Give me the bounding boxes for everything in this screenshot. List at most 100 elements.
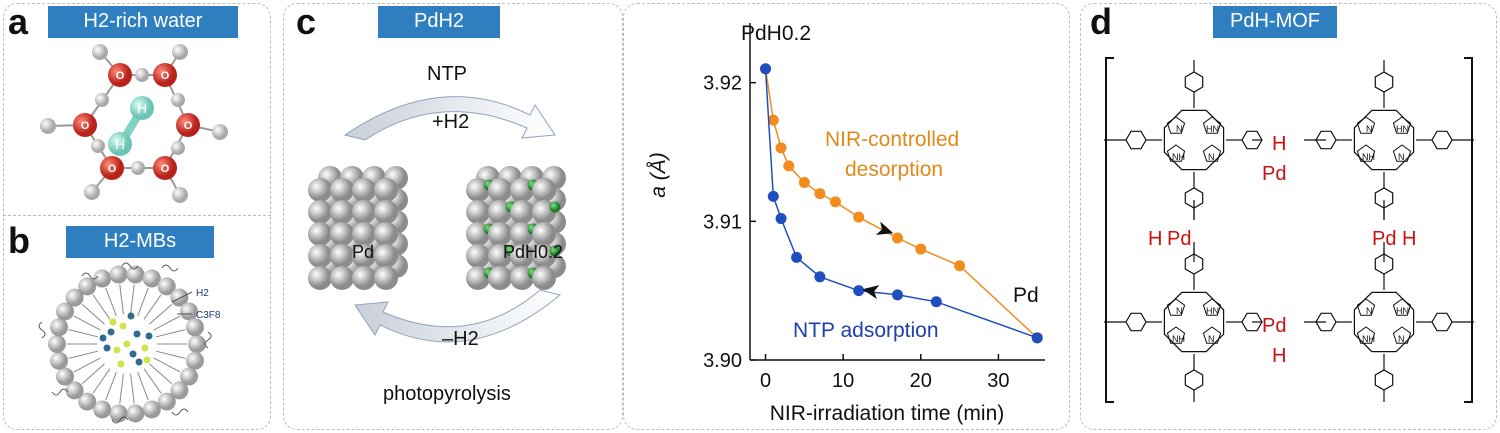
pd-atom-label: Pd [1262, 315, 1286, 337]
data-point-1 [930, 296, 942, 308]
pd-atom [374, 222, 398, 246]
lipid-tail [130, 284, 135, 315]
ntp-label: NTP [427, 63, 467, 85]
panel-c-letter: c [296, 1, 317, 42]
h-atom-label: H [1148, 228, 1162, 250]
lipid-head [142, 269, 161, 288]
h-atom-label: H [1402, 228, 1416, 250]
minus-h2-label: –H2 [442, 328, 479, 350]
pyridine-ring [1374, 253, 1394, 275]
microbubble-illustration: H2 C3F8 [38, 262, 221, 424]
panel-a [3, 3, 271, 215]
lipid-head [78, 392, 97, 411]
lipid-tail [143, 368, 162, 394]
atom-o-label: O [116, 70, 125, 82]
h-atom-label: H [1272, 133, 1286, 155]
panel-b-tab: H2-MBs [66, 226, 214, 258]
pd-cycle-diagram: NTP +H2 –H2 photopyrolysis Pd PdH0.2 [308, 63, 566, 405]
orange-series-label-1: NIR-controlled [825, 128, 959, 151]
pd-atom [308, 266, 332, 290]
gas-molecule [99, 334, 107, 342]
pd-atom [330, 200, 354, 224]
lipid-head [50, 351, 69, 370]
y-tick-label: 3.92 [703, 73, 742, 95]
pd-atom [532, 178, 556, 202]
n-atom-label: N [1176, 306, 1183, 316]
lipid-tail [137, 287, 149, 317]
label-h2: H2 [196, 288, 209, 299]
lipid-tail [149, 303, 173, 325]
gas-molecule [117, 360, 125, 368]
lipid-tail [137, 371, 149, 401]
pd-atom [308, 222, 332, 246]
gas-molecule [109, 318, 117, 326]
y-tick-label: 3.90 [703, 350, 742, 372]
lipid-head [170, 381, 189, 400]
y-tick-label: 3.91 [703, 211, 742, 233]
cube-pd-label: Pd [352, 242, 374, 262]
pd-atom [308, 200, 332, 224]
lipid-head [157, 392, 176, 411]
gas-molecule [145, 332, 153, 340]
lipid-tail [143, 294, 162, 320]
panel-d-letter: d [1090, 1, 1112, 42]
h-atom-label: H [1272, 345, 1286, 367]
n-atom-label: HN [1206, 124, 1219, 134]
n-atom-label: N [1398, 334, 1405, 344]
cube-pdh-label: PdH0.2 [503, 242, 563, 262]
pd-atom [466, 200, 490, 224]
label-c3f8: C3F8 [196, 310, 221, 321]
data-point-0 [915, 243, 927, 255]
h-atom [549, 201, 561, 213]
pd-atom [374, 266, 398, 290]
n-atom-label: NH [1172, 152, 1185, 162]
n-atom-label: NH [1362, 152, 1375, 162]
lipid-tail [149, 363, 173, 385]
pd-atom [308, 244, 332, 268]
lipid-head [185, 351, 204, 370]
panel-c-left [283, 3, 623, 430]
lipid-head [50, 318, 69, 337]
lipid-tail [153, 315, 181, 331]
atom-o-label: O [161, 70, 170, 82]
pd-atom [510, 200, 534, 224]
lipid-head [170, 288, 189, 307]
panel-b-letter: b [8, 220, 30, 261]
end-pd-label: Pd [1013, 284, 1039, 307]
pd-atom [488, 266, 512, 290]
pd-atom [352, 200, 376, 224]
lipid-tail [81, 363, 105, 385]
pd-atom [330, 244, 354, 268]
panel-a-tab: H2-rich water [48, 6, 238, 38]
panel-a-letter: a [8, 1, 29, 42]
atom-o-label: O [161, 163, 170, 175]
panel-d-tab: PdH-MOF [1213, 6, 1337, 38]
n-atom-label: N [1366, 306, 1373, 316]
direction-arrow [862, 285, 880, 299]
gas-molecule [129, 350, 137, 358]
data-point-0 [892, 232, 903, 244]
lattice-parameter-chart: 0 10 20 30 3.90 3.91 3.92 NIR-irradiation time… [647, 22, 1045, 425]
pd-atom [352, 178, 376, 202]
x-axis-label: NIR-irradiation time (min) [770, 402, 1005, 425]
lipid-head [157, 277, 176, 296]
pd-atom [374, 244, 398, 268]
pd-atom [510, 244, 534, 268]
lipid-head [65, 288, 84, 307]
pyridine-ring [1125, 130, 1147, 150]
lipid-tail [68, 329, 98, 338]
lipid-head [78, 277, 97, 296]
gas-molecule [119, 322, 127, 330]
pyridine-ring [1374, 71, 1394, 93]
x-tick-label: 30 [987, 370, 1009, 392]
pd-atom [352, 244, 376, 268]
lipid-tail [92, 368, 111, 394]
gas-molecule [107, 328, 115, 336]
gas-molecule [103, 344, 111, 352]
direction-arrow [875, 221, 894, 235]
gas-molecule [127, 312, 135, 320]
pd-atom-label: Pd [1372, 228, 1396, 250]
